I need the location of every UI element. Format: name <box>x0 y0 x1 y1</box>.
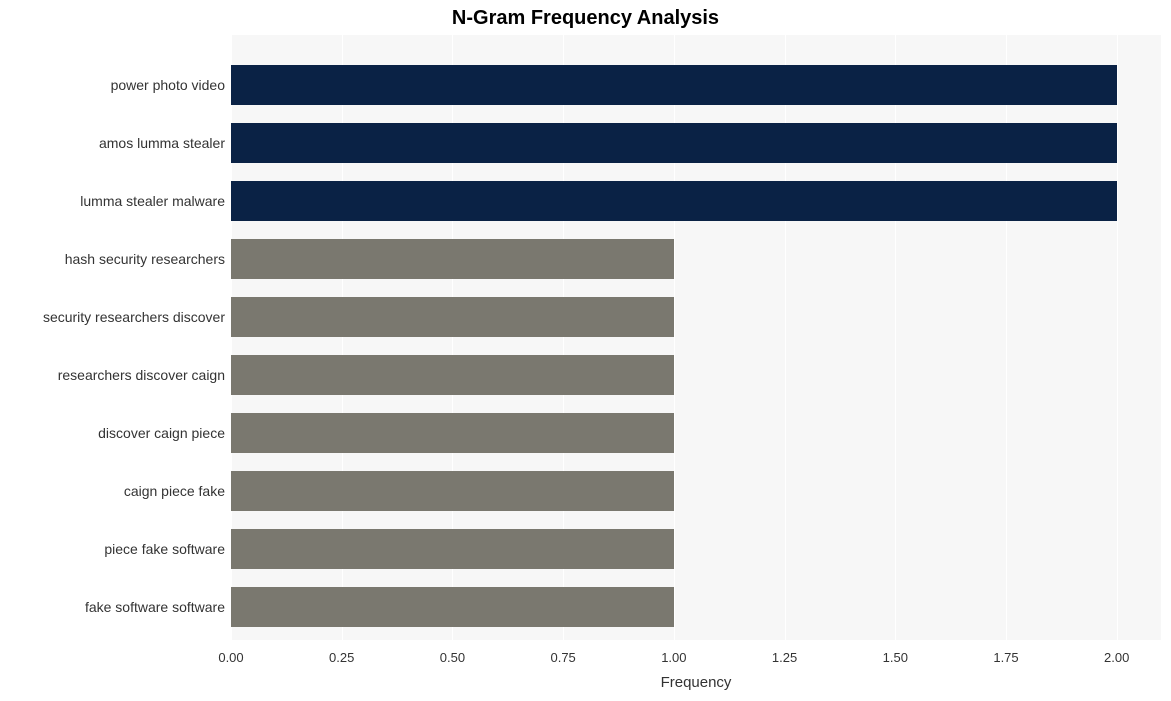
y-tick-label: researchers discover caign <box>0 367 225 383</box>
x-tick-label: 0.25 <box>329 650 354 665</box>
bar <box>231 65 1117 105</box>
bar <box>231 297 674 337</box>
bar <box>231 471 674 511</box>
x-tick-label: 2.00 <box>1104 650 1129 665</box>
plot-area <box>231 35 1161 640</box>
y-tick-label: power photo video <box>0 77 225 93</box>
x-tick-label: 1.00 <box>661 650 686 665</box>
x-tick-label: 1.25 <box>772 650 797 665</box>
y-tick-label: discover caign piece <box>0 425 225 441</box>
bar <box>231 355 674 395</box>
ngram-frequency-chart: N-Gram Frequency Analysis Frequency 0.00… <box>0 0 1171 701</box>
x-tick-label: 1.50 <box>883 650 908 665</box>
x-tick-label: 0.50 <box>440 650 465 665</box>
y-tick-label: fake software software <box>0 599 225 615</box>
chart-title: N-Gram Frequency Analysis <box>0 7 1171 30</box>
bar <box>231 587 674 627</box>
x-tick-label: 0.00 <box>218 650 243 665</box>
bar <box>231 123 1117 163</box>
x-tick-label: 0.75 <box>550 650 575 665</box>
bar <box>231 529 674 569</box>
grid-line <box>1117 35 1118 640</box>
y-tick-label: hash security researchers <box>0 251 225 267</box>
y-tick-label: caign piece fake <box>0 483 225 499</box>
y-tick-label: piece fake software <box>0 541 225 557</box>
bar <box>231 181 1117 221</box>
x-tick-label: 1.75 <box>993 650 1018 665</box>
y-tick-label: lumma stealer malware <box>0 193 225 209</box>
bar <box>231 413 674 453</box>
x-axis-title: Frequency <box>231 674 1161 691</box>
y-tick-label: security researchers discover <box>0 309 225 325</box>
y-tick-label: amos lumma stealer <box>0 135 225 151</box>
bar <box>231 239 674 279</box>
